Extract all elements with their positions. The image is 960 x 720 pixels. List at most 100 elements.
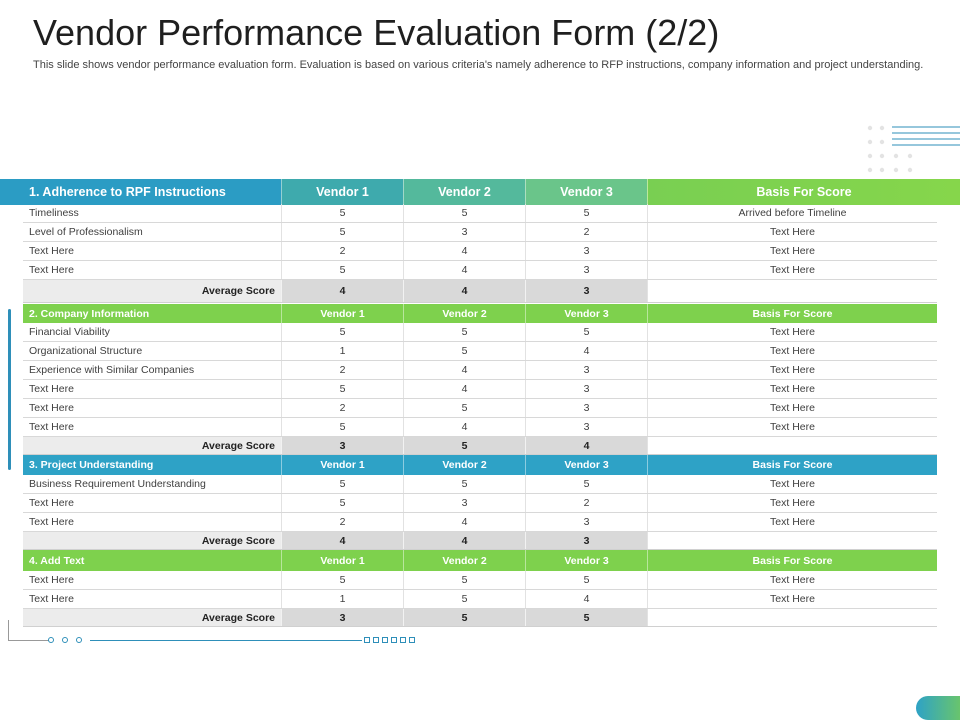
table-row: Text Here 5 4 3 Text Here — [23, 380, 937, 399]
score-cell: 5 — [281, 418, 403, 436]
criterion-label: Business Requirement Understanding — [29, 478, 206, 490]
table-row: Experience with Similar Companies 2 4 3 Text… — [23, 361, 937, 380]
column-header: Vendor 1 — [281, 304, 403, 323]
average-score-value: 4 — [281, 532, 403, 549]
column-header: Vendor 1 — [281, 455, 403, 475]
score-cell: 5 — [525, 571, 647, 589]
criterion-label: Timeliness — [29, 207, 79, 219]
score-cell: 5 — [281, 571, 403, 589]
basis-cell: Text Here — [647, 342, 937, 360]
criterion-label: Text Here — [29, 593, 74, 605]
decorative-bracket — [8, 620, 49, 641]
average-score-value: 3 — [281, 437, 403, 454]
score-cell: 5 — [281, 475, 403, 493]
score-cell: 5 — [403, 475, 525, 493]
criterion-label: Text Here — [29, 516, 74, 528]
score-cell: 5 — [281, 494, 403, 512]
decorative-square — [373, 637, 379, 643]
average-basis-empty — [647, 609, 937, 626]
column-header: Basis For Score — [647, 304, 937, 323]
table-row: Text Here 5 4 3 Text Here — [23, 261, 937, 280]
table-row: Business Requirement Understanding 5 5 5 Tex… — [23, 475, 937, 494]
score-cell: 2 — [281, 399, 403, 417]
criterion-label: Organizational Structure — [29, 345, 143, 357]
score-cell: 3 — [525, 242, 647, 260]
score-cell: 3 — [525, 380, 647, 398]
average-score-value: 4 — [281, 280, 403, 302]
basis-cell: Text Here — [647, 418, 937, 436]
table-row: Text Here 2 5 3 Text Here — [23, 399, 937, 418]
score-cell: 5 — [403, 204, 525, 222]
decorative-circle — [62, 637, 68, 643]
criterion-label: Text Here — [29, 402, 74, 414]
basis-cell: Text Here — [647, 223, 937, 241]
score-cell: 4 — [403, 242, 525, 260]
table-row: Level of Professionalism 5 3 2 Text Here — [23, 223, 937, 242]
decorative-lines — [892, 126, 960, 146]
criterion-label: Text Here — [29, 245, 74, 257]
basis-cell: Text Here — [647, 494, 937, 512]
basis-cell: Text Here — [647, 513, 937, 531]
score-cell: 1 — [281, 590, 403, 608]
basis-cell: Text Here — [647, 361, 937, 379]
basis-cell: Text Here — [647, 475, 937, 493]
decorative-line — [90, 640, 362, 641]
decorative-circle — [76, 637, 82, 643]
average-score-row: Average Score 3 5 4 — [23, 437, 937, 455]
average-score-value: 5 — [525, 609, 647, 626]
table-row: Timeliness 5 5 5 Arrived before Timeline — [23, 204, 937, 223]
score-cell: 3 — [525, 361, 647, 379]
column-header: Basis For Score — [647, 455, 937, 475]
section-title: 2. Company Information — [29, 307, 150, 320]
section-header-row: 4. Add Text Vendor 1 Vendor 2 Vendor 3 Basis… — [23, 550, 937, 571]
average-score-label: Average Score — [23, 437, 281, 454]
score-cell: 4 — [525, 342, 647, 360]
average-basis-empty — [647, 280, 937, 302]
average-score-label: Average Score — [23, 609, 281, 626]
column-header: Vendor 3 — [525, 304, 647, 323]
decorative-square — [364, 637, 370, 643]
score-cell: 4 — [525, 590, 647, 608]
score-cell: 5 — [525, 475, 647, 493]
section-title: 4. Add Text — [29, 554, 85, 567]
score-cell: 4 — [403, 380, 525, 398]
basis-cell: Text Here — [647, 242, 937, 260]
criterion-label: Text Here — [29, 421, 74, 433]
average-score-label: Average Score — [23, 532, 281, 549]
average-score-value: 3 — [525, 280, 647, 302]
average-score-label: Average Score — [23, 280, 281, 302]
left-accent-bar — [8, 309, 11, 470]
column-header: Vendor 3 — [525, 550, 647, 571]
decorative-circle — [48, 637, 54, 643]
criterion-label: Text Here — [29, 497, 74, 509]
decorative-square — [400, 637, 406, 643]
average-score-value: 3 — [525, 532, 647, 549]
average-score-value: 5 — [403, 437, 525, 454]
score-cell: 2 — [281, 361, 403, 379]
column-header: Vendor 1 — [281, 550, 403, 571]
score-cell: 3 — [525, 418, 647, 436]
score-cell: 3 — [525, 513, 647, 531]
average-score-row: Average Score 4 4 3 — [23, 280, 937, 303]
average-basis-empty — [647, 532, 937, 549]
section-header-row: 2. Company Information Vendor 1 Vendor 2 Ve… — [23, 304, 937, 323]
score-cell: 4 — [403, 261, 525, 279]
score-cell: 2 — [281, 513, 403, 531]
basis-cell: Text Here — [647, 323, 937, 341]
score-cell: 5 — [525, 323, 647, 341]
column-header: Basis For Score — [647, 179, 960, 205]
criterion-label: Text Here — [29, 264, 74, 276]
basis-cell: Text Here — [647, 399, 937, 417]
table-row: Text Here 5 3 2 Text Here — [23, 494, 937, 513]
criterion-label: Financial Viability — [29, 326, 110, 338]
basis-cell: Text Here — [647, 590, 937, 608]
average-score-row: Average Score 4 4 3 — [23, 532, 937, 550]
basis-cell: Arrived before Timeline — [647, 204, 937, 222]
basis-cell: Text Here — [647, 571, 937, 589]
criterion-label: Text Here — [29, 574, 74, 586]
basis-cell: Text Here — [647, 261, 937, 279]
score-cell: 3 — [525, 261, 647, 279]
score-cell: 1 — [281, 342, 403, 360]
page-subtitle: This slide shows vendor performance eval… — [33, 59, 924, 71]
